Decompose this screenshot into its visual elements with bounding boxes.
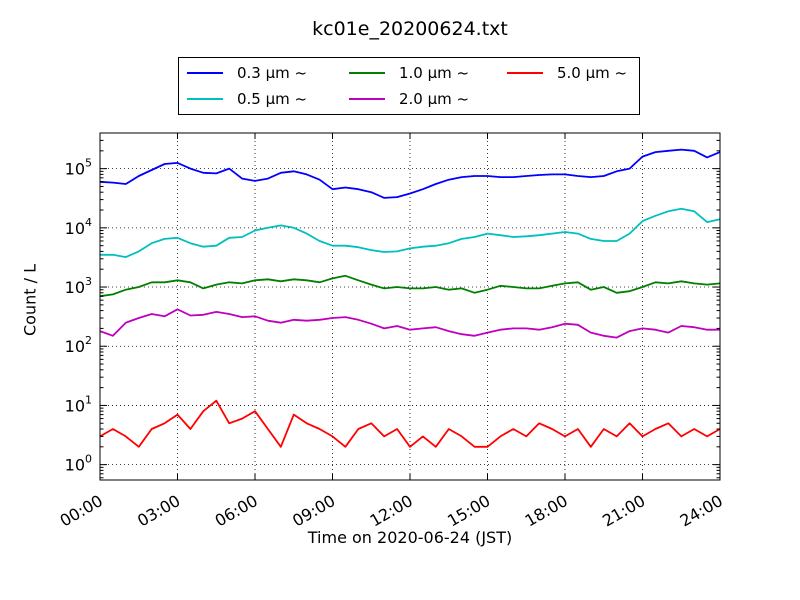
- y-tick-label: 103: [65, 275, 92, 297]
- x-tick-label: 18:00: [522, 491, 571, 531]
- series-lines: [99, 148, 721, 448]
- legend-swatch: [187, 72, 223, 74]
- legend-label: 1.0 μm ~: [399, 64, 470, 82]
- legend-swatch: [507, 72, 543, 74]
- legend-item-0.5um: 0.5 μm ~: [187, 88, 307, 110]
- legend-label: 0.5 μm ~: [237, 90, 308, 108]
- y-tick-label: 102: [65, 334, 92, 356]
- legend-item-0.3um: 0.3 μm ~: [187, 62, 307, 84]
- x-axis-label: Time on 2020-06-24 (JST): [307, 528, 513, 547]
- x-tick-label: 00:00: [57, 491, 106, 531]
- y-tick-label: 105: [65, 157, 92, 179]
- legend-label: 2.0 μm ~: [399, 90, 470, 108]
- series-line-0: [99, 148, 721, 199]
- legend-swatch: [187, 98, 223, 100]
- series-line-4: [99, 399, 721, 448]
- y-tick-label: 100: [65, 453, 92, 475]
- legend: 0.3 μm ~ 1.0 μm ~ 5.0 μm ~ 0.5 μm ~ 2.0 …: [178, 57, 640, 115]
- x-tick-label: 12:00: [367, 491, 416, 531]
- y-axis-label: Count / L: [20, 264, 40, 336]
- x-tick-label: 09:00: [289, 491, 338, 531]
- legend-label: 5.0 μm ~: [557, 64, 628, 82]
- series-line-1: [100, 207, 721, 259]
- grid-lines: [100, 133, 720, 480]
- legend-swatch: [349, 98, 385, 100]
- legend-swatch: [349, 72, 385, 74]
- x-tick-label: 03:00: [134, 491, 183, 531]
- chart-title: kc01e_20200624.txt: [312, 18, 508, 40]
- x-tick-label: 15:00: [444, 491, 493, 531]
- legend-item-5.0um: 5.0 μm ~: [507, 62, 627, 84]
- y-tick-label: 101: [65, 393, 92, 415]
- legend-item-2.0um: 2.0 μm ~: [349, 88, 469, 110]
- legend-item-1.0um: 1.0 μm ~: [349, 62, 469, 84]
- axis-ticks: 00:00 03:00 06:00 09:00 12:00 15:00 18:00 21:00…: [57, 132, 726, 531]
- legend-label: 0.3 μm ~: [237, 64, 308, 82]
- series-line-2: [99, 274, 721, 298]
- y-tick-label: 104: [65, 216, 92, 238]
- series-line-3: [99, 308, 720, 339]
- x-tick-label: 24:00: [677, 491, 726, 531]
- x-tick-label: 06:00: [212, 491, 261, 531]
- x-tick-label: 21:00: [599, 491, 648, 531]
